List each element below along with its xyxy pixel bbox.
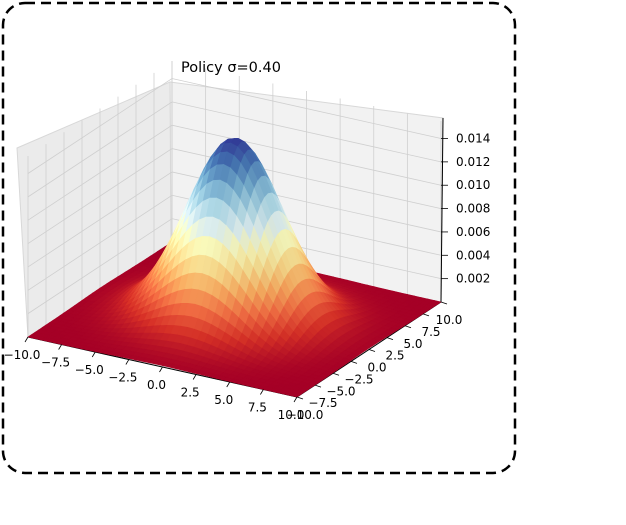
x-tick-mark-8 [293,396,298,403]
z-grid-5 [27,101,442,198]
y-tick-mark-2 [332,372,340,376]
x-tick-label-1: −7.5 [41,356,70,370]
z-tick-label-1: 0.004 [456,248,490,262]
z-grid-2 [27,171,442,268]
y-axis-ticks: −10.0−7.5−5.0−2.50.02.55.07.510.0 [287,301,463,422]
x-tick-label-8: 10.0 [278,408,305,422]
x-tick-mark-7 [260,389,264,395]
x-tick-label-7: 7.5 [248,401,267,415]
y-tick-mark-7 [422,313,430,317]
y-tick-mark-8 [440,301,448,305]
z-tick-label-6: 0.014 [456,132,490,146]
x-tick-mark-1 [58,344,62,350]
x-tick-mark-2 [91,351,96,358]
y-tick-mark-1 [314,384,322,388]
surface-cell-39-0 [289,392,302,398]
z-tick-label-4: 0.010 [456,178,490,192]
y-tick-label-3: −2.5 [344,372,373,386]
z-axis-ticks: 0.002 0.004 0.006 0.008 0.010 0.012 0.014 [441,132,490,286]
x-tick-mark-5 [192,374,197,380]
z-grid-4 [27,124,442,221]
z-axis-line [440,117,444,303]
x-tick-label-3: −2.5 [108,371,137,385]
x-tick-label-2: −5.0 [75,363,104,377]
y-tick-label-1: −7.5 [308,396,337,410]
y-tick-label-8: 10.0 [436,313,463,327]
y-tick-mark-0 [296,396,304,400]
y-tick-label-7: 7.5 [421,325,440,339]
surface-plot [27,137,442,398]
x-tick-label-4: 0.0 [147,378,166,392]
x-tick-label-5: 2.5 [181,386,200,400]
x-tick-label-6: 5.0 [214,393,233,407]
z-tick-label-2: 0.006 [456,225,490,239]
dashed-border [1,1,517,475]
x-tick-mark-4 [159,366,163,373]
y-tick-mark-3 [350,360,358,364]
y-tick-mark-4 [368,349,376,352]
x-tick-mark-0 [24,336,29,343]
z-grid-1 [27,194,442,291]
x-tick-mark-3 [125,359,130,365]
z-tick-label-3: 0.008 [456,202,490,216]
z-grid-3 [27,148,442,244]
x-tick-label-0: −10.0 [4,348,41,362]
x-tick-mark-6 [226,381,231,388]
z-tick-label-0: 0.002 [456,272,490,286]
y-tick-mark-6 [404,325,412,329]
chart-title: Policy σ=0.40 [181,60,281,76]
y-tick-label-6: 5.0 [403,337,422,351]
y-tick-label-4: 0.0 [367,361,386,375]
z-grid-6 [27,78,442,174]
y-tick-label-2: −5.0 [326,384,355,398]
x-axis-ticks: −10.0−7.5 −5.0 −2.5 0.0 2.5 5.0 7.5 10.0 [4,336,305,422]
y-tick-mark-5 [386,337,394,341]
y-tick-label-0: −10.0 [287,408,324,422]
z-grid-0 [27,218,442,314]
y-tick-label-5: 2.5 [385,349,404,363]
z-tick-label-5: 0.012 [456,155,490,169]
